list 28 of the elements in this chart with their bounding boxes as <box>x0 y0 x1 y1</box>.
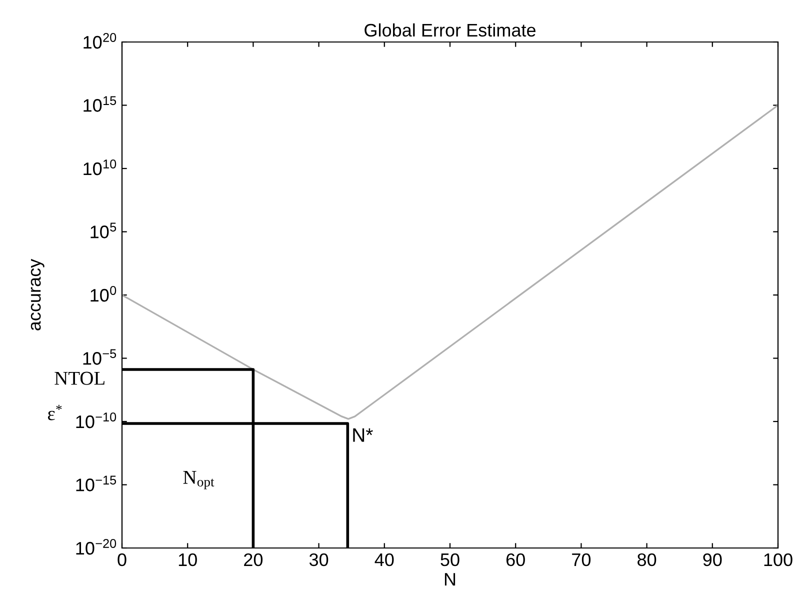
x-tick-label: 40 <box>374 553 394 566</box>
x-axis-title: N <box>444 573 456 586</box>
annotation: N$_{opt}$ <box>183 470 214 490</box>
y-axis-title: accuracy <box>30 258 44 330</box>
chart-title: Global Error Estimate <box>364 23 536 37</box>
x-tick-label: 10 <box>178 553 197 566</box>
annotation: N* <box>353 428 373 442</box>
text: NTOL <box>54 372 104 385</box>
x-tick-label: 0 <box>118 553 126 566</box>
x-tick-label: 60 <box>506 553 525 566</box>
y-tick-label: 10$^{−15}$ <box>76 476 116 492</box>
x-tick-label: 20 <box>244 553 263 566</box>
y-tick-label: 10$^{0}$ <box>90 286 116 302</box>
x-tick-label: 100 <box>764 553 792 566</box>
x-tick-label: 80 <box>638 553 656 566</box>
y-tick-label: 10$^{−5}$ <box>83 349 116 365</box>
y-tick-label: 10$^{5}$ <box>90 222 116 238</box>
text: ε$^{*}$ <box>48 404 62 420</box>
y-tick-label: 10$^{−20}$ <box>76 539 116 555</box>
x-tick-label: 70 <box>572 553 591 566</box>
y-tick-label: 10$^{10}$ <box>84 160 116 176</box>
line-series <box>122 104 778 420</box>
x-tick-label: 30 <box>309 553 328 566</box>
y-tick-label: 10$^{15}$ <box>84 96 116 112</box>
x-tick-label: 50 <box>440 553 460 566</box>
y-tick-label: 10$^{20}$ <box>84 33 116 49</box>
x-tick-label: 90 <box>703 553 722 566</box>
y-tick-label: 10$^{−10}$ <box>76 412 116 428</box>
